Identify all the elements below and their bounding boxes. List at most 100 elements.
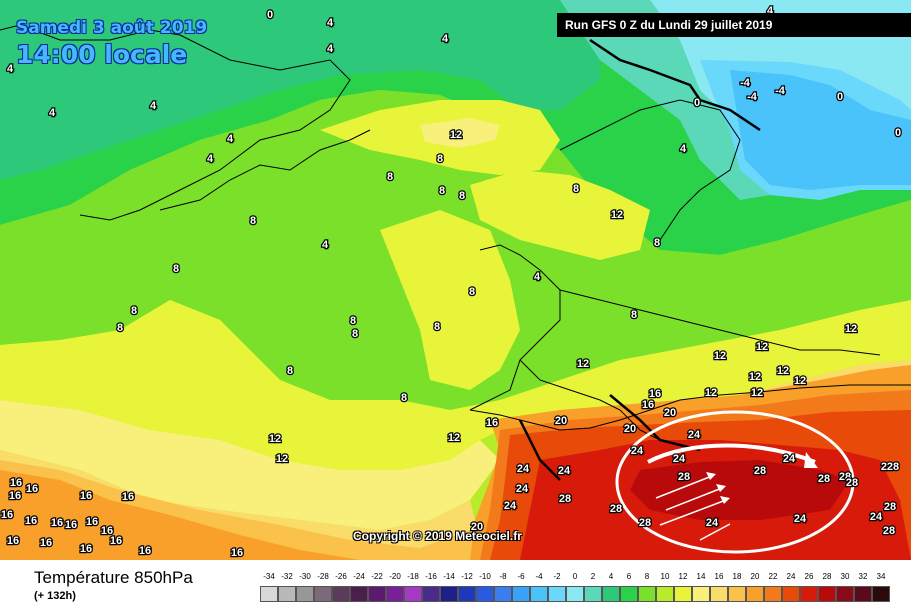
legend-subtitle: (+ 132h) <box>34 590 76 602</box>
copyright: Copyright © 2019 Meteociel.fr <box>353 529 522 543</box>
scale-label: 28 <box>822 572 832 581</box>
isotherm-label: 28 <box>884 501 896 513</box>
scale-label: 16 <box>714 572 724 581</box>
isotherm-label: 24 <box>504 500 517 512</box>
scale-label: 32 <box>858 572 868 581</box>
scale-label: 18 <box>732 572 742 581</box>
scale-label: 24 <box>786 572 796 581</box>
scale-label: -2 <box>553 572 561 581</box>
isotherm-label: 12 <box>794 375 806 387</box>
scale-swatch <box>368 586 386 602</box>
scale-label: 6 <box>626 572 632 581</box>
isotherm-label: 16 <box>86 516 98 528</box>
field-14-north <box>420 118 500 148</box>
isotherm-label: 4 <box>327 17 334 29</box>
isotherm-label: 24 <box>783 453 796 465</box>
scale-swatch <box>476 586 494 602</box>
isotherm-label: 28 <box>639 517 651 529</box>
isotherm-label: 24 <box>706 517 719 529</box>
scale-swatch <box>800 586 818 602</box>
isotherm-label: 8 <box>173 263 179 275</box>
scale-swatch <box>404 586 422 602</box>
scale-label: 10 <box>660 572 670 581</box>
isotherm-label: 228 <box>881 461 899 473</box>
isotherm-label: 20 <box>664 407 676 419</box>
thick-borders <box>518 38 761 481</box>
isotherm-label: 28 <box>610 503 622 515</box>
isotherm-label: 8 <box>387 171 393 183</box>
isotherm-label: 8 <box>459 190 465 202</box>
isotherm-label: 24 <box>516 483 529 495</box>
flow-arrow-heads <box>706 472 730 504</box>
isotherm-label: 16 <box>9 490 21 502</box>
scale-swatch <box>440 586 458 602</box>
scale-label: 2 <box>590 572 596 581</box>
heat-ellipse <box>615 410 855 554</box>
isotherm-label: 0 <box>267 9 273 21</box>
isotherm-label: 12 <box>714 350 726 362</box>
isotherm-label: 12 <box>450 129 462 141</box>
isotherm-label: 12 <box>276 453 288 465</box>
scale-swatch <box>566 586 584 602</box>
isotherm-label: 16 <box>101 525 113 537</box>
date-title: Samedi 3 août 2019 <box>16 18 208 38</box>
scale-label: -8 <box>499 572 507 581</box>
scale-swatch <box>818 586 836 602</box>
isotherm-label: 16 <box>1 509 13 521</box>
legend-title: Température 850hPa <box>34 568 193 587</box>
isotherm-label: 24 <box>794 513 807 525</box>
scale-label: 12 <box>678 572 688 581</box>
isotherm-label: 4 <box>442 33 449 45</box>
scale-label: -32 <box>281 572 293 581</box>
scale-label: -16 <box>425 572 437 581</box>
scale-swatch <box>530 586 548 602</box>
isotherm-label: 24 <box>688 429 701 441</box>
isotherm-label: 28 <box>754 465 766 477</box>
scale-label: -6 <box>517 572 525 581</box>
scale-swatch <box>836 586 854 602</box>
scale-swatch <box>854 586 872 602</box>
isotherm-label: 24 <box>673 453 686 465</box>
scale-label: -18 <box>407 572 419 581</box>
isotherm-label: 4 <box>680 143 687 155</box>
isotherm-label: -4 <box>775 85 786 97</box>
time-title: 14:00 locale <box>16 40 188 69</box>
isotherm-label: 12 <box>577 358 589 370</box>
isotherm-label: 12 <box>751 387 763 399</box>
scale-swatch <box>512 586 530 602</box>
isotherm-label: 0 <box>837 91 843 103</box>
isotherm-label: 8 <box>287 365 293 377</box>
field-20-west <box>0 470 360 560</box>
scale-label: 8 <box>644 572 650 581</box>
scale-swatch <box>296 586 314 602</box>
color-scale: -34 -32 -30 -28 -26 -24 -22 -20 -18 -16 -14 -12 -10-… <box>260 572 890 606</box>
field-28 <box>630 460 850 520</box>
scale-label: 20 <box>750 572 760 581</box>
isotherm-label: 28 <box>846 477 858 489</box>
isotherm-label: 8 <box>131 305 137 317</box>
isotherm-label: 16 <box>80 490 92 502</box>
isotherm-label: 16 <box>80 543 92 555</box>
flow-arrows <box>655 475 731 541</box>
isotherm-label: 16 <box>10 477 22 489</box>
isotherm-label: 16 <box>642 399 654 411</box>
isotherm-label: 4 <box>322 239 329 251</box>
scale-label: -30 <box>299 572 311 581</box>
isotherm-label: 8 <box>469 286 475 298</box>
isotherm-label: 0 <box>694 97 700 109</box>
isotherm-label: 24 <box>870 511 883 523</box>
isotherm-label: 28 <box>883 525 895 537</box>
field-12-west <box>0 300 911 470</box>
scale-label: -28 <box>317 572 329 581</box>
isotherm-label: -4 <box>747 91 758 103</box>
isotherm-label: 8 <box>631 309 637 321</box>
scale-swatch <box>692 586 710 602</box>
scale-swatch <box>602 586 620 602</box>
scale-label: -26 <box>335 572 347 581</box>
isotherm-label: 4 <box>7 63 14 75</box>
field-12-atlantic <box>380 210 520 390</box>
isotherm-label: 24 <box>631 445 644 457</box>
scale-swatch <box>656 586 674 602</box>
isotherm-label: 16 <box>7 535 19 547</box>
